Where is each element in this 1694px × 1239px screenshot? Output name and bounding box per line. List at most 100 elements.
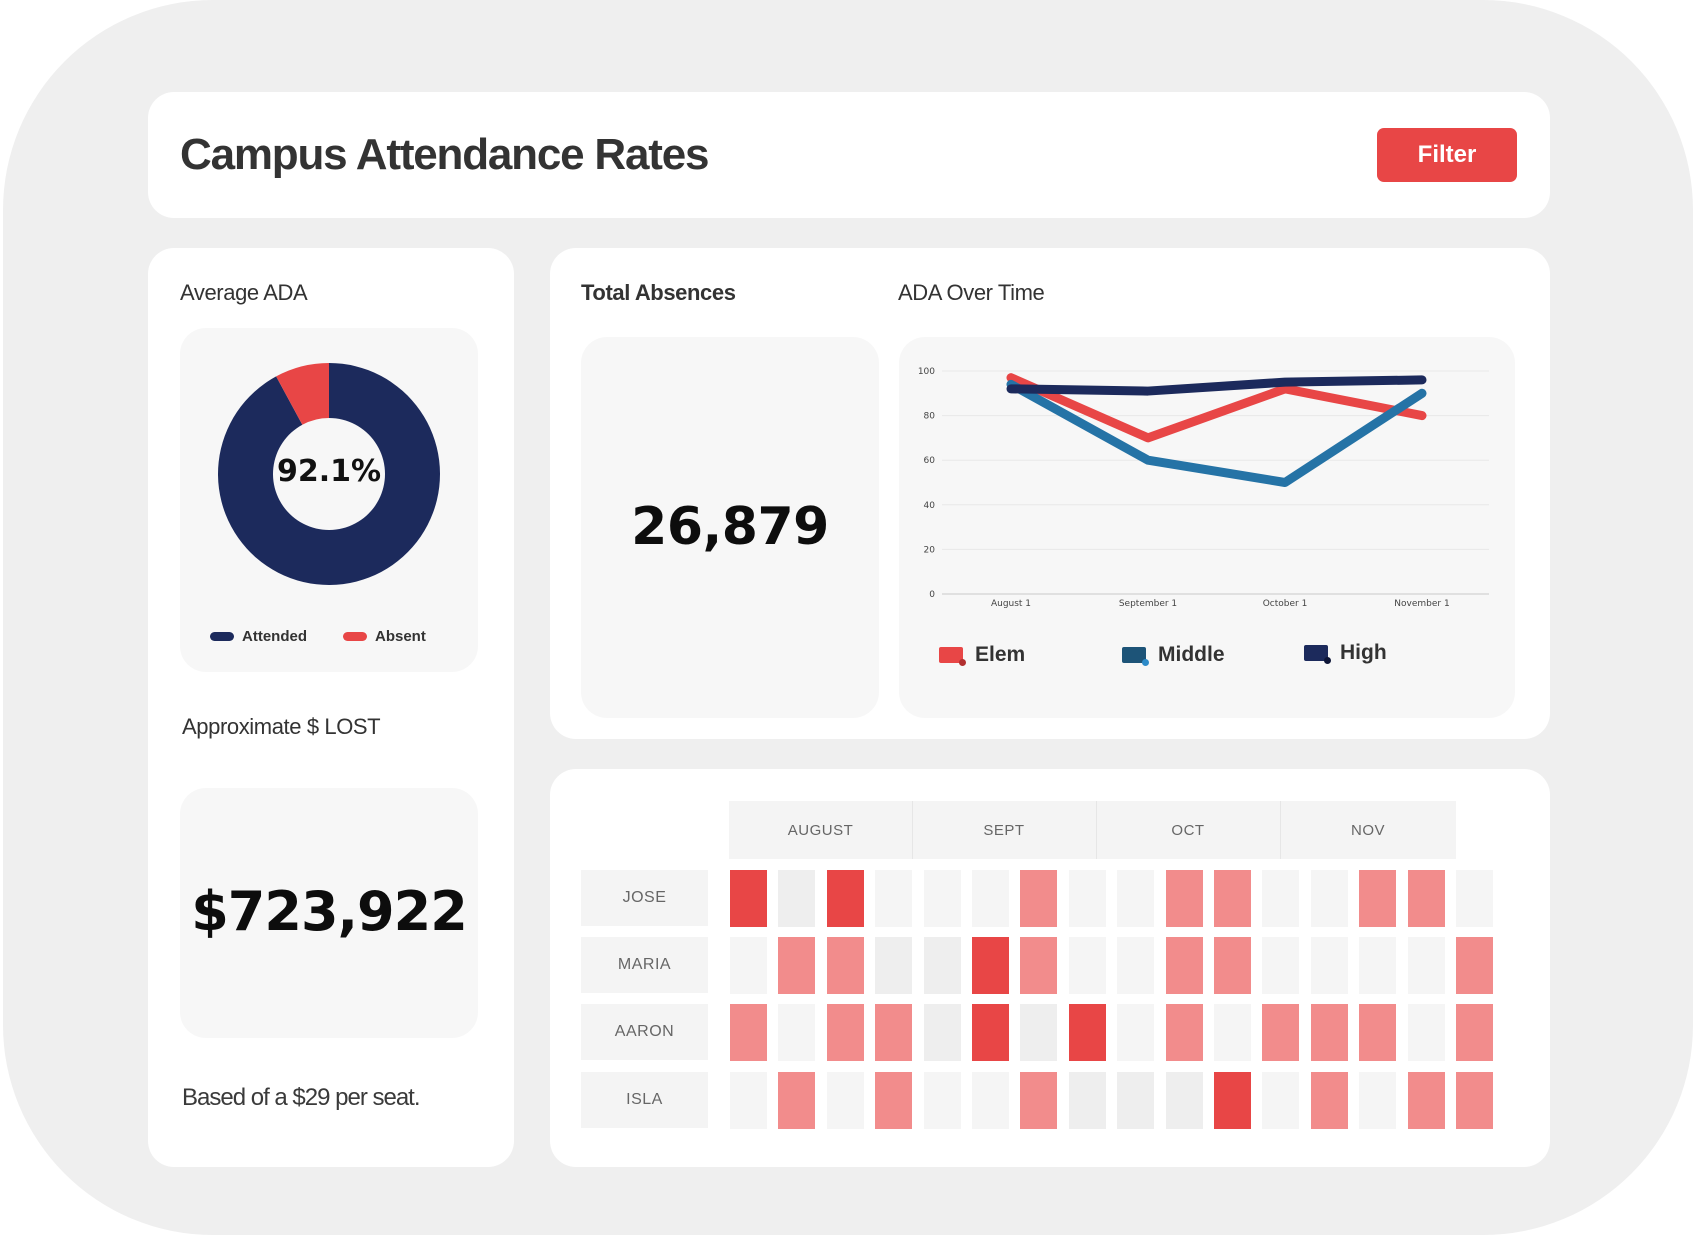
heatmap-cell[interactable] — [1262, 937, 1300, 994]
heatmap-cell[interactable] — [1407, 937, 1445, 994]
heatmap-cell[interactable] — [1165, 1004, 1203, 1061]
y-tick-label: 40 — [924, 501, 936, 511]
legend-label: Elem — [975, 643, 1026, 666]
heatmap-cell[interactable] — [1262, 1004, 1300, 1061]
attendance-heatmap-card: AUGUST SEPT OCT NOV JOSE MARIA AARON ISLA — [550, 769, 1550, 1167]
heatmap-cell[interactable] — [1359, 937, 1397, 994]
month-header-august: AUGUST — [729, 801, 912, 859]
donut-center-label: 92.1% — [276, 454, 382, 489]
heatmap-cell[interactable] — [1311, 1072, 1349, 1129]
legend-item-high: High — [1304, 641, 1387, 665]
heatmap-cell[interactable] — [1359, 1004, 1397, 1061]
heatmap-cell[interactable] — [1214, 870, 1251, 927]
legend-item-absent: Absent — [343, 628, 426, 645]
heatmap-cell[interactable] — [1214, 1072, 1251, 1129]
x-tick-label: August 1 — [991, 599, 1031, 609]
elem-swatch-icon — [939, 647, 966, 666]
heatmap-cell[interactable] — [1117, 870, 1155, 927]
heatmap-cell[interactable] — [778, 937, 816, 994]
heatmap-cell[interactable] — [1407, 870, 1445, 927]
heatmap-cell[interactable] — [1262, 1072, 1300, 1129]
heatmap-cell[interactable] — [874, 870, 912, 927]
heatmap-cell[interactable] — [1407, 1072, 1445, 1129]
heatmap-cell[interactable] — [1165, 870, 1203, 927]
month-divider — [1280, 801, 1281, 859]
heatmap-cell[interactable] — [972, 870, 1009, 927]
month-header-oct: OCT — [1096, 801, 1280, 859]
heatmap-cell[interactable] — [1214, 1004, 1251, 1061]
heatmap-cell[interactable] — [1020, 1072, 1058, 1129]
heatmap-cell[interactable] — [1068, 1004, 1106, 1061]
heatmap-cell[interactable] — [1068, 1072, 1106, 1129]
heatmap-cell[interactable] — [874, 1072, 912, 1129]
heatmap-cell[interactable] — [826, 937, 864, 994]
heatmap-cell[interactable] — [1117, 1072, 1155, 1129]
heatmap-cell[interactable] — [1456, 1004, 1493, 1061]
approximate-lost-value: $723,922 — [191, 880, 468, 943]
heatmap-cell[interactable] — [972, 1072, 1009, 1129]
ada-over-time-chart: 0 20 40 60 80 100 August 1 September 1 October 1… — [899, 337, 1515, 718]
heatmap-cell[interactable] — [730, 937, 767, 994]
x-tick-label: October 1 — [1263, 599, 1308, 609]
legend-label: Absent — [375, 628, 426, 645]
heatmap-cell[interactable] — [1165, 1072, 1203, 1129]
heatmap-cell[interactable] — [1020, 937, 1058, 994]
heatmap-cell[interactable] — [1214, 937, 1251, 994]
heatmap-cell[interactable] — [923, 1004, 961, 1061]
heatmap-cell[interactable] — [874, 1004, 912, 1061]
month-header-sept: SEPT — [912, 801, 1096, 859]
attended-swatch-icon — [210, 632, 234, 641]
heatmap-cell[interactable] — [1311, 937, 1349, 994]
heatmap-cell[interactable] — [778, 1072, 816, 1129]
month-header-nov: NOV — [1280, 801, 1456, 859]
heatmap-cell[interactable] — [1456, 870, 1493, 927]
heatmap-cell[interactable] — [1359, 1072, 1397, 1129]
heatmap-cell[interactable] — [923, 870, 961, 927]
series-line-elem — [1006, 373, 1427, 443]
heatmap-cell[interactable] — [826, 870, 864, 927]
header-card: Campus Attendance Rates Filter — [148, 92, 1550, 218]
approximate-lost-title: Approximate $ LOST — [182, 714, 381, 739]
heatmap-cell[interactable] — [1117, 937, 1155, 994]
heatmap-cell[interactable] — [1456, 1072, 1493, 1129]
heatmap-cell[interactable] — [1165, 937, 1203, 994]
legend-item-middle: Middle — [1122, 643, 1225, 667]
heatmap-cell[interactable] — [923, 937, 961, 994]
heatmap-cell[interactable] — [874, 937, 912, 994]
heatmap-cell[interactable] — [1311, 870, 1349, 927]
donut-slice-attended — [217, 363, 440, 585]
heatmap-cell[interactable] — [1456, 937, 1493, 994]
heatmap-cell[interactable] — [730, 1072, 767, 1129]
filter-button[interactable]: Filter — [1377, 128, 1517, 182]
heatmap-cell[interactable] — [972, 1004, 1009, 1061]
month-divider — [1096, 801, 1097, 859]
y-tick-label: 0 — [929, 590, 935, 600]
heatmap-cell[interactable] — [778, 870, 816, 927]
heatmap-cell[interactable] — [1020, 1004, 1058, 1061]
heatmap-cell[interactable] — [1407, 1004, 1445, 1061]
heatmap-cell[interactable] — [923, 1072, 961, 1129]
month-divider — [912, 801, 913, 859]
student-label-maria: MARIA — [581, 937, 708, 993]
left-summary-card: Average ADA 92.1% Attended Absent Approx… — [148, 248, 514, 1167]
average-ada-chart: 92.1% Attended Absent — [180, 328, 478, 672]
heatmap-cell[interactable] — [730, 870, 767, 927]
y-tick-label: 60 — [924, 456, 936, 466]
middle-swatch-icon — [1122, 647, 1149, 666]
series-line-high — [1006, 375, 1427, 396]
heatmap-cell[interactable] — [1311, 1004, 1349, 1061]
student-label-isla: ISLA — [581, 1072, 708, 1128]
average-ada-title: Average ADA — [180, 280, 308, 305]
heatmap-cell[interactable] — [730, 1004, 767, 1061]
heatmap-cell[interactable] — [972, 937, 1009, 994]
heatmap-cell[interactable] — [1068, 937, 1106, 994]
heatmap-cell[interactable] — [1020, 870, 1058, 927]
heatmap-cell[interactable] — [1117, 1004, 1155, 1061]
heatmap-cell[interactable] — [826, 1072, 864, 1129]
heatmap-cell[interactable] — [778, 1004, 816, 1061]
heatmap-cell[interactable] — [1068, 870, 1106, 927]
heatmap-cell[interactable] — [1262, 870, 1300, 927]
heatmap-cell[interactable] — [1359, 870, 1397, 927]
per-seat-note: Based of a $29 per seat. — [182, 1084, 421, 1111]
heatmap-cell[interactable] — [826, 1004, 864, 1061]
